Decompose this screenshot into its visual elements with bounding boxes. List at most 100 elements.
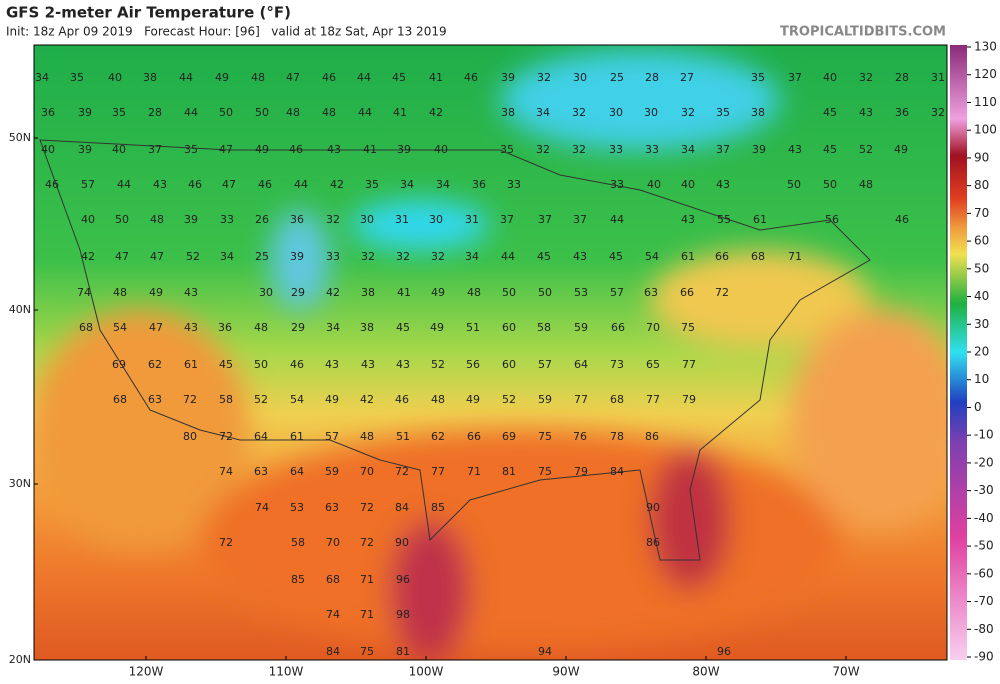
station-temp: 66 [715, 250, 729, 263]
station-temp: 46 [395, 393, 409, 406]
colorbar-label: 40 [974, 289, 989, 303]
colorbar-label: 80 [974, 178, 989, 192]
station-temp: 36 [218, 321, 232, 334]
station-temp: 49 [430, 321, 444, 334]
station-temp: 90 [646, 501, 660, 514]
station-temp: 51 [466, 321, 480, 334]
station-temp: 25 [610, 71, 624, 84]
colorbar-label: -40 [974, 511, 994, 525]
colorbar-label: 70 [974, 206, 989, 220]
station-temp: 58 [219, 393, 233, 406]
station-temp: 43 [325, 358, 339, 371]
station-temp: 25 [255, 250, 269, 263]
station-temp: 69 [112, 358, 126, 371]
station-temp: 48 [150, 213, 164, 226]
colorbar-label: -90 [974, 650, 994, 664]
station-temp: 53 [290, 501, 304, 514]
station-temp: 48 [286, 106, 300, 119]
station-temp: 75 [681, 321, 695, 334]
station-temp: 63 [644, 286, 658, 299]
station-temp: 44 [501, 250, 515, 263]
colorbar-label: 30 [974, 317, 989, 331]
station-temp: 47 [219, 143, 233, 156]
station-temp: 46 [464, 71, 478, 84]
station-temp: 60 [502, 358, 516, 371]
station-temp: 61 [290, 430, 304, 443]
station-temp: 84 [326, 645, 340, 658]
station-temp: 34 [465, 250, 479, 263]
station-temp: 31 [395, 213, 409, 226]
station-temp: 68 [113, 393, 127, 406]
station-temp: 79 [682, 393, 696, 406]
station-temp: 40 [108, 71, 122, 84]
station-temp: 48 [254, 321, 268, 334]
colorbar-label: 0 [974, 400, 982, 414]
station-temp: 37 [148, 143, 162, 156]
station-temp: 29 [291, 321, 305, 334]
station-temp: 33 [326, 250, 340, 263]
temperature-field [34, 45, 947, 660]
station-temp: 81 [396, 645, 410, 658]
station-temp: 45 [537, 250, 551, 263]
station-temp: 84 [395, 501, 409, 514]
station-temp: 40 [112, 143, 126, 156]
station-temp: 36 [472, 178, 486, 191]
station-temp: 61 [753, 213, 767, 226]
station-temp: 35 [70, 71, 84, 84]
station-temp: 34 [326, 321, 340, 334]
station-temp: 34 [681, 143, 695, 156]
station-temp: 30 [609, 106, 623, 119]
station-temp: 72 [395, 465, 409, 478]
station-temp: 48 [113, 286, 127, 299]
station-temp: 46 [322, 71, 336, 84]
station-temp: 38 [360, 321, 374, 334]
station-temp: 44 [358, 106, 372, 119]
station-temp: 74 [219, 465, 233, 478]
station-temp: 35 [716, 106, 730, 119]
watermark: TROPICALTIDBITS.COM [780, 25, 946, 40]
station-temp: 44 [184, 106, 198, 119]
station-temp: 31 [931, 71, 945, 84]
title: GFS 2-meter Air Temperature (°F) [6, 4, 291, 22]
station-temp: 48 [431, 393, 445, 406]
station-temp: 57 [325, 430, 339, 443]
lat-label: 40N [9, 303, 31, 316]
colorbar-label: -60 [974, 566, 994, 580]
station-temp: 43 [681, 213, 695, 226]
station-temp: 73 [610, 358, 624, 371]
station-temp: 74 [326, 608, 340, 621]
station-temp: 45 [823, 106, 837, 119]
station-temp: 37 [788, 71, 802, 84]
station-temp: 34 [400, 178, 414, 191]
station-temp: 64 [254, 430, 268, 443]
station-temp: 46 [188, 178, 202, 191]
station-temp: 66 [680, 286, 694, 299]
station-temp: 48 [360, 430, 374, 443]
station-temp: 26 [255, 213, 269, 226]
station-temp: 72 [219, 536, 233, 549]
station-temp: 37 [538, 213, 552, 226]
station-temp: 94 [538, 645, 552, 658]
station-temp: 33 [645, 143, 659, 156]
station-temp: 43 [184, 286, 198, 299]
station-temp: 43 [153, 178, 167, 191]
station-temp: 32 [681, 106, 695, 119]
station-temp: 42 [429, 106, 443, 119]
station-temp: 50 [254, 358, 268, 371]
station-temp: 28 [895, 71, 909, 84]
station-temp: 57 [610, 286, 624, 299]
station-temp: 33 [609, 143, 623, 156]
lon-label: 80W [692, 665, 719, 679]
station-temp: 58 [291, 536, 305, 549]
station-temp: 49 [325, 393, 339, 406]
station-temp: 68 [610, 393, 624, 406]
colorbar-label: -80 [974, 622, 994, 636]
station-temp: 41 [397, 286, 411, 299]
station-temp: 39 [78, 106, 92, 119]
colorbar-label: 90 [974, 150, 989, 164]
station-temp: 50 [823, 178, 837, 191]
station-temp: 49 [255, 143, 269, 156]
station-temp: 40 [647, 178, 661, 191]
station-temp: 43 [396, 358, 410, 371]
